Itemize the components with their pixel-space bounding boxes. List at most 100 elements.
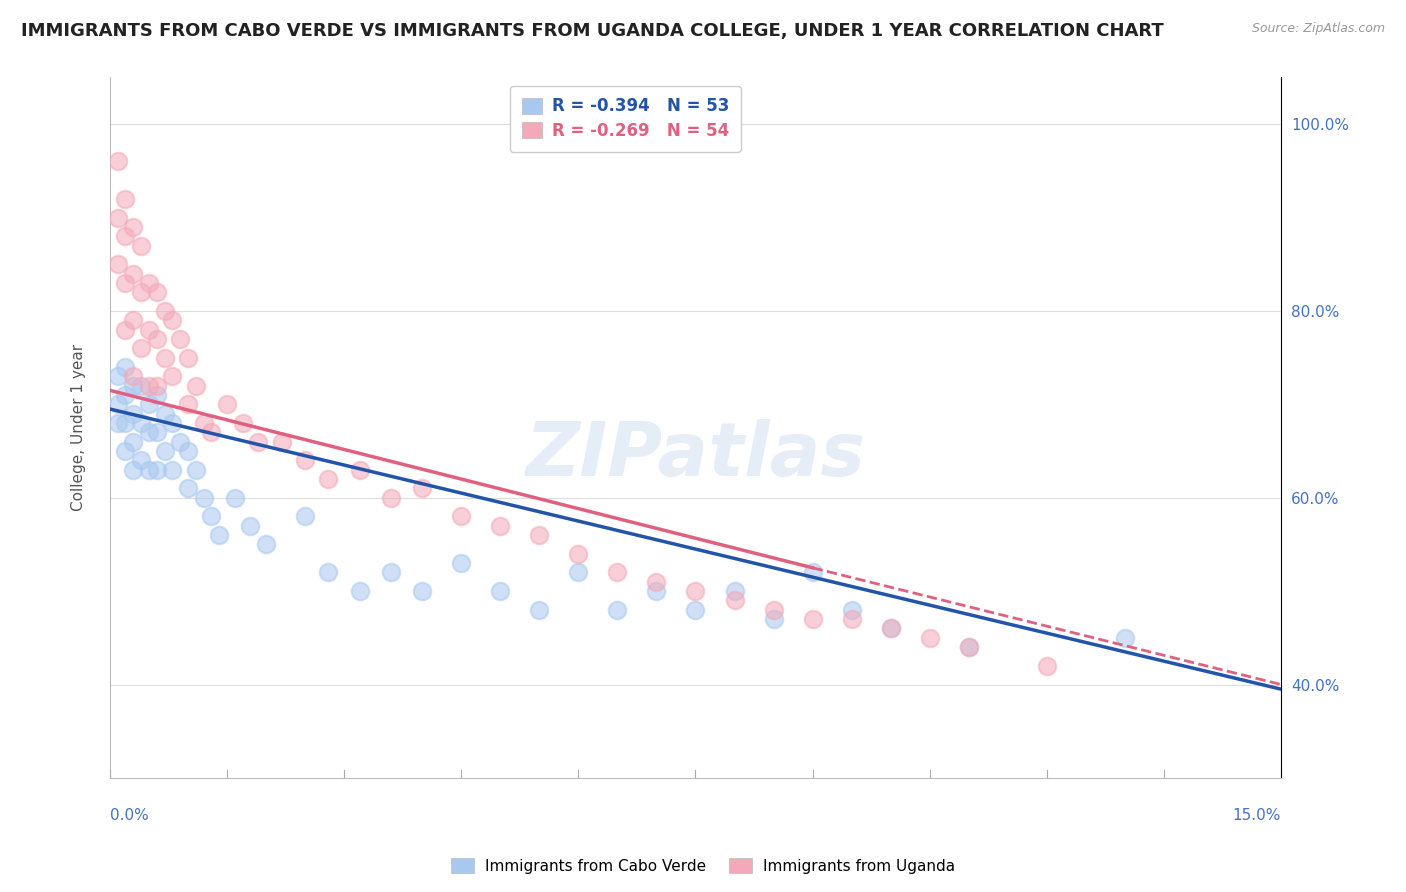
- Point: [122, 219, 145, 234]
- Point: [169, 434, 191, 449]
- Point: [145, 378, 167, 392]
- Point: [224, 491, 246, 505]
- Point: [177, 397, 200, 411]
- Point: [177, 482, 200, 496]
- Point: [122, 407, 145, 421]
- Point: [762, 603, 785, 617]
- Point: [380, 491, 402, 505]
- Point: [145, 425, 167, 440]
- Point: [153, 444, 176, 458]
- Text: Source: ZipAtlas.com: Source: ZipAtlas.com: [1251, 22, 1385, 36]
- Point: [200, 425, 222, 440]
- Y-axis label: College, Under 1 year: College, Under 1 year: [72, 344, 86, 511]
- Text: 0.0%: 0.0%: [110, 808, 149, 823]
- Point: [122, 369, 145, 384]
- Text: 15.0%: 15.0%: [1233, 808, 1281, 823]
- Point: [841, 612, 863, 626]
- Point: [762, 612, 785, 626]
- Point: [107, 369, 129, 384]
- Point: [114, 416, 136, 430]
- Point: [318, 566, 340, 580]
- Point: [107, 211, 129, 225]
- Point: [184, 463, 207, 477]
- Point: [294, 453, 316, 467]
- Point: [450, 556, 472, 570]
- Point: [122, 267, 145, 281]
- Point: [162, 463, 184, 477]
- Point: [645, 574, 668, 589]
- Point: [294, 509, 316, 524]
- Point: [162, 416, 184, 430]
- Point: [122, 463, 145, 477]
- Point: [145, 463, 167, 477]
- Point: [411, 584, 433, 599]
- Point: [129, 238, 152, 252]
- Point: [957, 640, 980, 655]
- Point: [114, 192, 136, 206]
- Point: [129, 378, 152, 392]
- Point: [685, 584, 707, 599]
- Point: [247, 434, 270, 449]
- Point: [918, 631, 941, 645]
- Point: [114, 229, 136, 244]
- Point: [114, 323, 136, 337]
- Point: [107, 257, 129, 271]
- Point: [841, 603, 863, 617]
- Point: [107, 154, 129, 169]
- Point: [801, 566, 824, 580]
- Point: [129, 341, 152, 355]
- Point: [208, 528, 231, 542]
- Legend: R = -0.394   N = 53, R = -0.269   N = 54: R = -0.394 N = 53, R = -0.269 N = 54: [510, 86, 741, 152]
- Point: [232, 416, 254, 430]
- Point: [529, 603, 551, 617]
- Point: [122, 378, 145, 392]
- Text: ZIPatlas: ZIPatlas: [526, 419, 866, 492]
- Point: [200, 509, 222, 524]
- Point: [145, 332, 167, 346]
- Point: [270, 434, 292, 449]
- Point: [411, 482, 433, 496]
- Point: [349, 463, 371, 477]
- Point: [138, 276, 160, 290]
- Point: [567, 547, 589, 561]
- Point: [114, 276, 136, 290]
- Point: [114, 444, 136, 458]
- Text: IMMIGRANTS FROM CABO VERDE VS IMMIGRANTS FROM UGANDA COLLEGE, UNDER 1 YEAR CORRE: IMMIGRANTS FROM CABO VERDE VS IMMIGRANTS…: [21, 22, 1164, 40]
- Point: [169, 332, 191, 346]
- Point: [107, 397, 129, 411]
- Point: [122, 434, 145, 449]
- Point: [153, 351, 176, 365]
- Point: [145, 285, 167, 300]
- Point: [162, 313, 184, 327]
- Point: [1036, 658, 1059, 673]
- Point: [153, 407, 176, 421]
- Point: [193, 416, 215, 430]
- Point: [193, 491, 215, 505]
- Point: [138, 397, 160, 411]
- Point: [349, 584, 371, 599]
- Point: [879, 622, 901, 636]
- Point: [138, 463, 160, 477]
- Point: [318, 472, 340, 486]
- Point: [450, 509, 472, 524]
- Point: [138, 323, 160, 337]
- Point: [645, 584, 668, 599]
- Point: [162, 369, 184, 384]
- Legend: Immigrants from Cabo Verde, Immigrants from Uganda: Immigrants from Cabo Verde, Immigrants f…: [446, 852, 960, 880]
- Point: [567, 566, 589, 580]
- Point: [129, 416, 152, 430]
- Point: [801, 612, 824, 626]
- Point: [114, 388, 136, 402]
- Point: [723, 593, 745, 607]
- Point: [380, 566, 402, 580]
- Point: [1114, 631, 1136, 645]
- Point: [177, 351, 200, 365]
- Point: [177, 444, 200, 458]
- Point: [239, 518, 262, 533]
- Point: [606, 603, 628, 617]
- Point: [685, 603, 707, 617]
- Point: [129, 285, 152, 300]
- Point: [957, 640, 980, 655]
- Point: [529, 528, 551, 542]
- Point: [138, 425, 160, 440]
